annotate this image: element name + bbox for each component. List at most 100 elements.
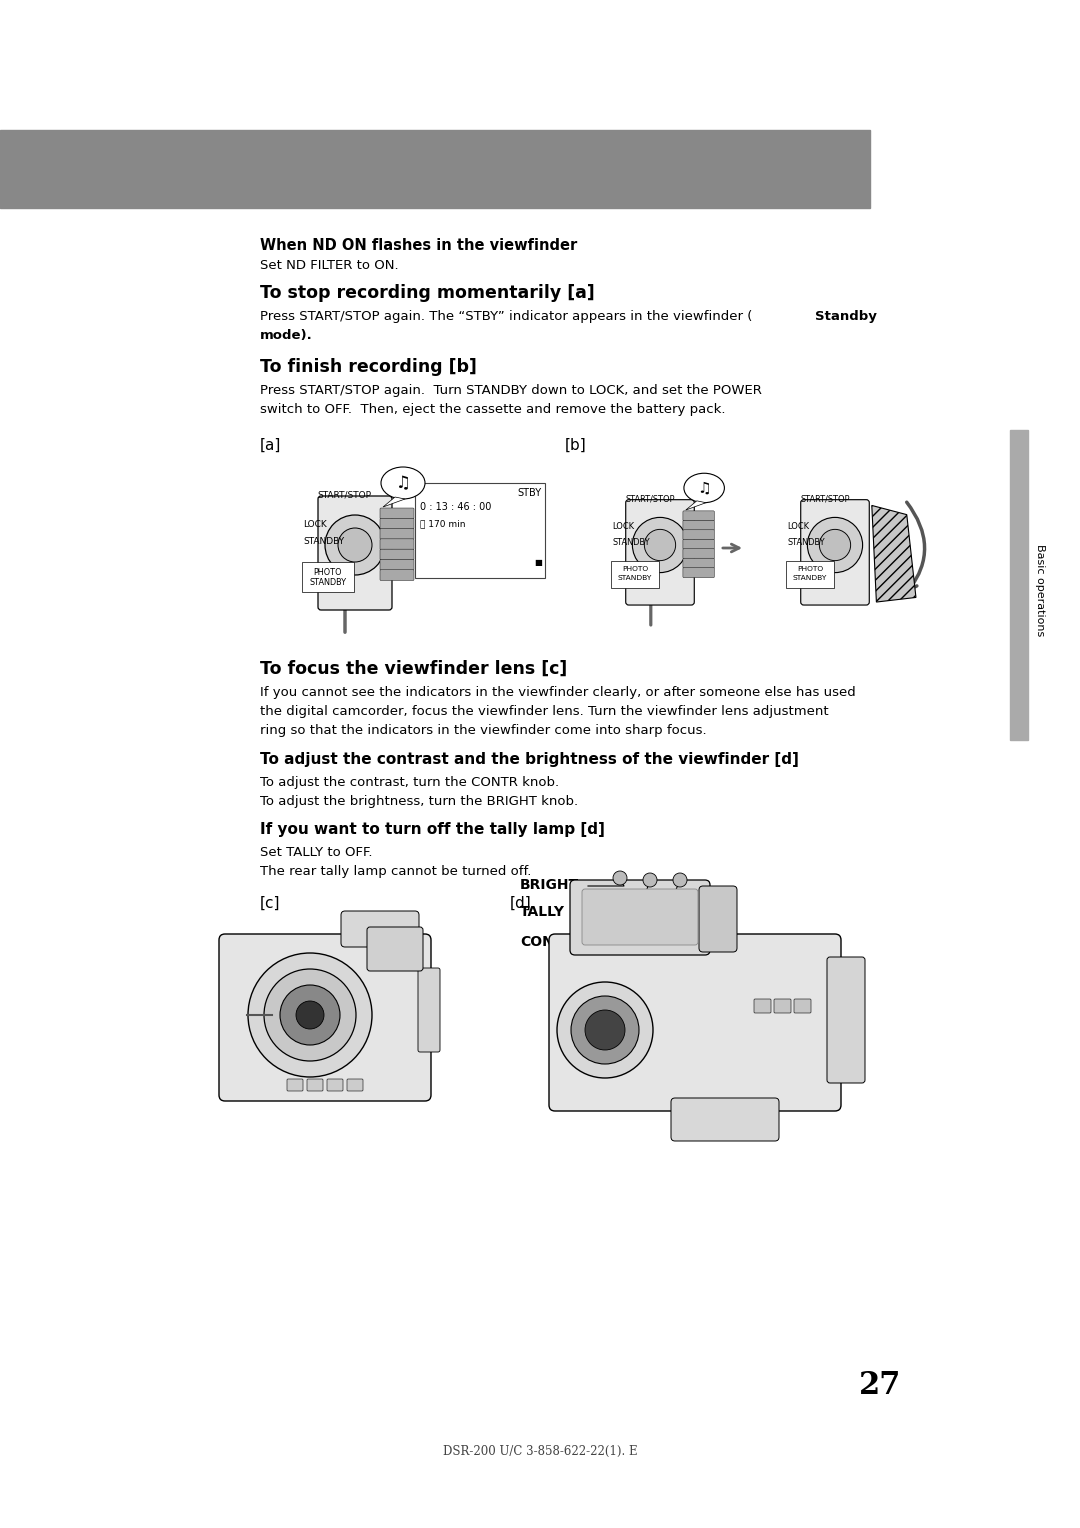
Circle shape xyxy=(325,515,384,575)
Text: START/STOP: START/STOP xyxy=(318,490,372,500)
Text: BRIGHT: BRIGHT xyxy=(519,879,579,892)
Text: LOCK: LOCK xyxy=(303,520,327,529)
Circle shape xyxy=(820,529,851,561)
Circle shape xyxy=(645,529,676,561)
FancyBboxPatch shape xyxy=(287,1079,303,1091)
FancyBboxPatch shape xyxy=(380,539,414,550)
Polygon shape xyxy=(872,506,916,602)
FancyBboxPatch shape xyxy=(302,562,354,591)
Ellipse shape xyxy=(684,474,725,503)
FancyBboxPatch shape xyxy=(625,500,694,605)
Text: STANDBY: STANDBY xyxy=(793,576,827,581)
FancyBboxPatch shape xyxy=(380,549,414,559)
Text: [d]: [d] xyxy=(510,895,531,911)
Text: Standby: Standby xyxy=(815,310,877,322)
Text: To adjust the contrast, turn the CONTR knob.: To adjust the contrast, turn the CONTR k… xyxy=(260,776,559,788)
Text: Press START/STOP again.  Turn STANDBY down to LOCK, and set the POWER: Press START/STOP again. Turn STANDBY dow… xyxy=(260,384,761,397)
FancyBboxPatch shape xyxy=(774,999,791,1013)
Text: PHOTO: PHOTO xyxy=(314,568,342,578)
Text: STBY: STBY xyxy=(518,487,542,498)
Text: CONTR: CONTR xyxy=(519,935,575,949)
Text: TALLY: TALLY xyxy=(519,905,565,918)
Text: switch to OFF.  Then, eject the cassette and remove the battery pack.: switch to OFF. Then, eject the cassette … xyxy=(260,403,726,416)
Text: When ND ON flashes in the viewfinder: When ND ON flashes in the viewfinder xyxy=(260,238,577,254)
Text: ■: ■ xyxy=(535,558,542,567)
FancyBboxPatch shape xyxy=(611,561,659,588)
FancyBboxPatch shape xyxy=(549,934,841,1111)
FancyBboxPatch shape xyxy=(380,507,414,520)
FancyBboxPatch shape xyxy=(683,549,714,559)
Text: To adjust the brightness, turn the BRIGHT knob.: To adjust the brightness, turn the BRIGH… xyxy=(260,795,578,808)
Text: STANDBY: STANDBY xyxy=(787,538,825,547)
Text: START/STOP: START/STOP xyxy=(625,495,675,503)
Text: ⎘ 170 min: ⎘ 170 min xyxy=(420,520,465,529)
Text: Set ND FILTER to ON.: Set ND FILTER to ON. xyxy=(260,260,399,272)
Polygon shape xyxy=(383,497,405,507)
Bar xyxy=(0,130,870,208)
Text: STANDBY: STANDBY xyxy=(612,538,650,547)
Circle shape xyxy=(571,996,639,1063)
FancyBboxPatch shape xyxy=(307,1079,323,1091)
Text: DSR-200 U/C 3-858-622-22(1). E: DSR-200 U/C 3-858-622-22(1). E xyxy=(443,1445,637,1458)
Text: If you cannot see the indicators in the viewfinder clearly, or after someone els: If you cannot see the indicators in the … xyxy=(260,686,855,698)
FancyBboxPatch shape xyxy=(219,934,431,1102)
Text: Basic operations: Basic operations xyxy=(1035,544,1045,636)
FancyBboxPatch shape xyxy=(380,518,414,529)
FancyBboxPatch shape xyxy=(683,521,714,530)
Text: [b]: [b] xyxy=(565,439,586,452)
Ellipse shape xyxy=(381,468,426,500)
Circle shape xyxy=(557,983,653,1077)
FancyBboxPatch shape xyxy=(683,539,714,549)
FancyBboxPatch shape xyxy=(380,559,414,570)
Text: To focus the viewfinder lens [c]: To focus the viewfinder lens [c] xyxy=(260,660,567,678)
Circle shape xyxy=(585,1010,625,1050)
FancyBboxPatch shape xyxy=(318,497,392,610)
Circle shape xyxy=(643,872,657,886)
FancyBboxPatch shape xyxy=(570,880,710,955)
Circle shape xyxy=(613,871,627,885)
FancyBboxPatch shape xyxy=(671,1099,779,1141)
Text: LOCK: LOCK xyxy=(787,523,809,532)
Circle shape xyxy=(808,518,863,573)
Circle shape xyxy=(673,872,687,886)
Text: START/STOP: START/STOP xyxy=(800,495,850,503)
Text: STANDBY: STANDBY xyxy=(618,576,652,581)
FancyBboxPatch shape xyxy=(327,1079,343,1091)
FancyBboxPatch shape xyxy=(341,911,419,947)
FancyBboxPatch shape xyxy=(347,1079,363,1091)
Text: ♫: ♫ xyxy=(395,474,410,492)
Text: ♫: ♫ xyxy=(698,480,711,495)
FancyBboxPatch shape xyxy=(683,510,714,521)
Text: The rear tally lamp cannot be turned off.: The rear tally lamp cannot be turned off… xyxy=(260,865,531,879)
Bar xyxy=(1010,429,1028,740)
FancyBboxPatch shape xyxy=(418,969,440,1051)
Circle shape xyxy=(633,518,688,573)
Text: 27: 27 xyxy=(859,1371,901,1401)
FancyBboxPatch shape xyxy=(827,957,865,1083)
Text: [c]: [c] xyxy=(260,895,281,911)
Text: Press START/STOP again. The “STBY” indicator appears in the viewfinder (: Press START/STOP again. The “STBY” indic… xyxy=(260,310,753,322)
Circle shape xyxy=(338,529,372,562)
FancyBboxPatch shape xyxy=(683,530,714,539)
Text: To stop recording momentarily [a]: To stop recording momentarily [a] xyxy=(260,284,595,303)
FancyBboxPatch shape xyxy=(380,570,414,581)
FancyBboxPatch shape xyxy=(582,889,698,944)
Text: STANDBY: STANDBY xyxy=(310,578,347,587)
Text: Set TALLY to OFF.: Set TALLY to OFF. xyxy=(260,847,373,859)
Text: To finish recording [b]: To finish recording [b] xyxy=(260,358,477,376)
Circle shape xyxy=(280,986,340,1045)
Text: If you want to turn off the tally lamp [d]: If you want to turn off the tally lamp [… xyxy=(260,822,605,837)
Text: PHOTO: PHOTO xyxy=(622,567,648,571)
Text: 0 : 13 : 46 : 00: 0 : 13 : 46 : 00 xyxy=(420,503,491,512)
Circle shape xyxy=(264,969,356,1060)
Text: ring so that the indicators in the viewfinder come into sharp focus.: ring so that the indicators in the viewf… xyxy=(260,724,706,736)
FancyBboxPatch shape xyxy=(786,561,834,588)
Polygon shape xyxy=(686,501,706,510)
FancyBboxPatch shape xyxy=(683,558,714,568)
FancyBboxPatch shape xyxy=(683,568,714,578)
Text: [a]: [a] xyxy=(260,439,282,452)
Text: STANDBY: STANDBY xyxy=(303,536,345,545)
Text: the digital camcorder, focus the viewfinder lens. Turn the viewfinder lens adjus: the digital camcorder, focus the viewfin… xyxy=(260,704,828,718)
Bar xyxy=(415,483,545,578)
FancyBboxPatch shape xyxy=(794,999,811,1013)
